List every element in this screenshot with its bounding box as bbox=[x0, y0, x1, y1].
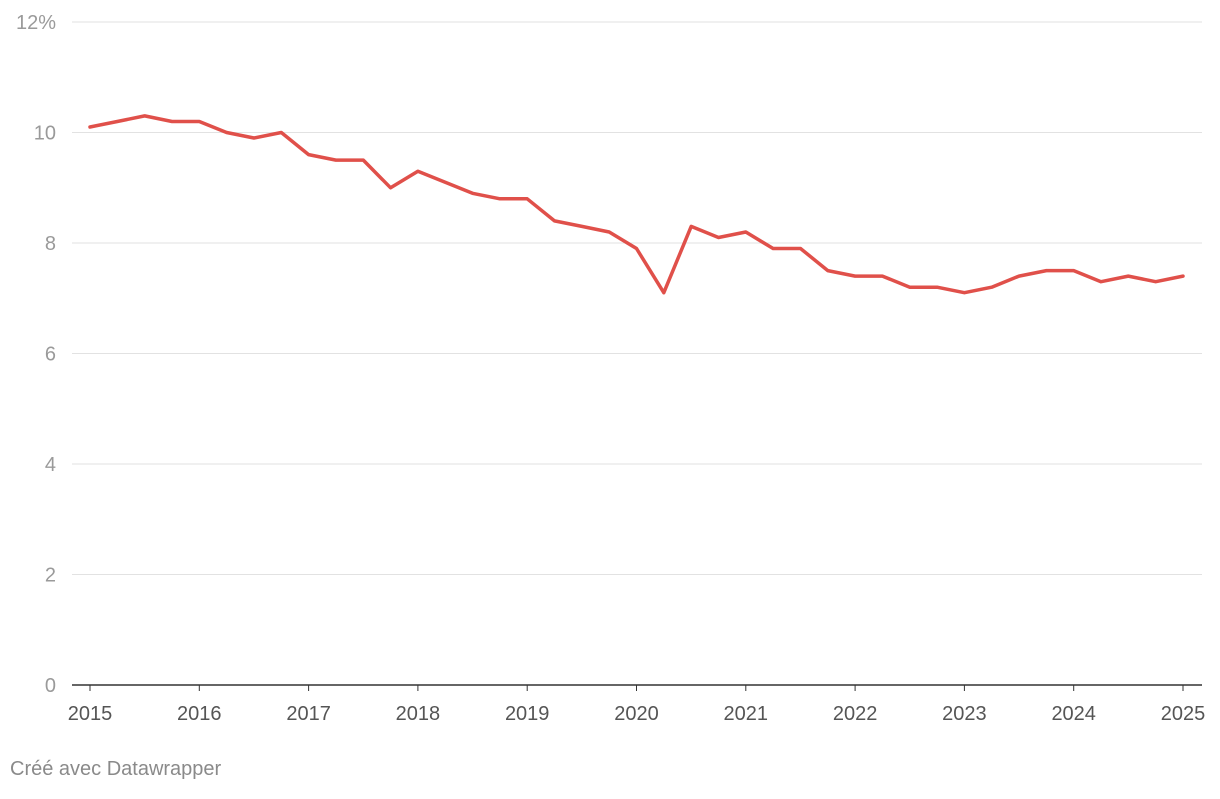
x-tick-label: 2024 bbox=[1051, 703, 1096, 725]
x-tick-label: 2018 bbox=[396, 703, 441, 725]
grid-lines bbox=[72, 21, 1202, 575]
series-line bbox=[88, 114, 1185, 295]
footer-credit: Créé avec Datawrapper bbox=[10, 758, 222, 780]
x-tick-label: 2020 bbox=[614, 703, 659, 725]
x-tick-label: 2019 bbox=[505, 703, 550, 725]
y-axis-ticks: 0 2 4 6 8 10 12% bbox=[16, 12, 56, 697]
x-tick-label: 2022 bbox=[833, 703, 878, 725]
x-tick-label: 2025 bbox=[1161, 703, 1206, 725]
series-lines bbox=[88, 114, 1185, 295]
x-tick-label: 2021 bbox=[724, 703, 769, 725]
y-tick-label: 4 bbox=[45, 454, 56, 476]
y-tick-label: 0 bbox=[45, 675, 56, 697]
y-tick-label: 8 bbox=[45, 233, 56, 255]
x-axis: 2015 2016 2017 2018 2019 2020 2021 2022 2023 2024… bbox=[68, 684, 1206, 725]
y-tick-label: 10 bbox=[34, 123, 56, 145]
y-tick-label: 2 bbox=[45, 565, 56, 587]
x-tick-label: 2017 bbox=[286, 703, 331, 725]
x-tick-label: 2016 bbox=[177, 703, 222, 725]
x-tick-label: 2015 bbox=[68, 703, 113, 725]
y-tick-label: 6 bbox=[45, 344, 56, 366]
x-tick-label: 2023 bbox=[942, 703, 987, 725]
y-tick-label: 12% bbox=[16, 12, 56, 34]
